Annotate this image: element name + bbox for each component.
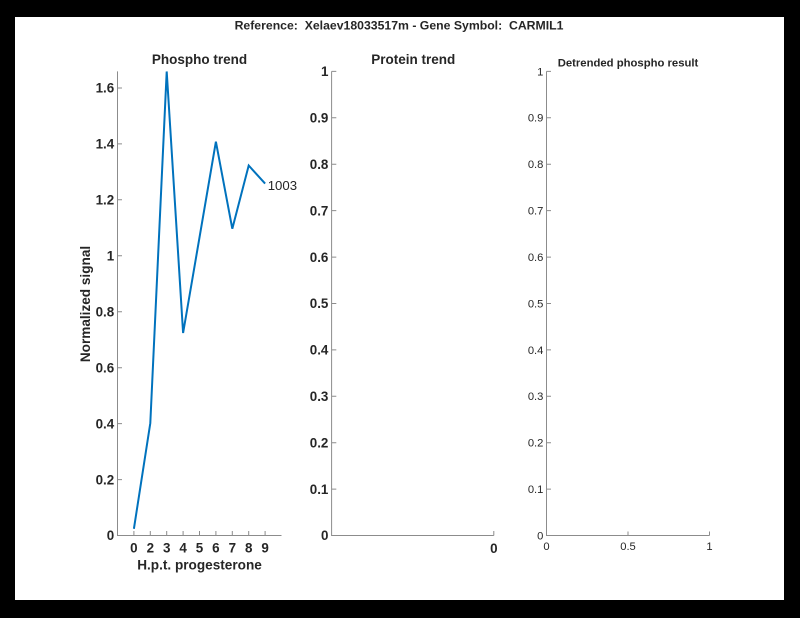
svg-text:0.4: 0.4 bbox=[528, 345, 544, 357]
svg-text:0.9: 0.9 bbox=[310, 111, 329, 126]
svg-text:0.8: 0.8 bbox=[96, 304, 115, 319]
svg-text:0.8: 0.8 bbox=[310, 157, 329, 172]
svg-text:1: 1 bbox=[537, 66, 543, 78]
svg-text:H.p.t. progesterone: H.p.t. progesterone bbox=[137, 558, 262, 573]
svg-text:0.1: 0.1 bbox=[528, 484, 544, 496]
svg-text:0.1: 0.1 bbox=[310, 482, 329, 497]
svg-text:4: 4 bbox=[179, 541, 187, 556]
svg-text:7: 7 bbox=[229, 541, 236, 556]
svg-text:1.2: 1.2 bbox=[96, 193, 115, 208]
svg-text:0: 0 bbox=[321, 528, 328, 543]
svg-text:0: 0 bbox=[130, 541, 137, 556]
svg-text:0.6: 0.6 bbox=[310, 250, 329, 265]
svg-text:8: 8 bbox=[245, 541, 253, 556]
svg-text:0.2: 0.2 bbox=[528, 438, 544, 450]
svg-text:0.7: 0.7 bbox=[310, 203, 329, 218]
svg-text:0.2: 0.2 bbox=[310, 435, 329, 450]
svg-text:9: 9 bbox=[261, 541, 268, 556]
svg-text:0: 0 bbox=[490, 541, 497, 556]
svg-text:Detrended phospho result: Detrended phospho result bbox=[558, 58, 699, 70]
svg-text:Phospho trend: Phospho trend bbox=[152, 52, 247, 67]
svg-text:1.6: 1.6 bbox=[96, 81, 115, 96]
svg-text:Normalized signal: Normalized signal bbox=[78, 246, 93, 362]
svg-text:0.5: 0.5 bbox=[310, 296, 329, 311]
svg-text:0.8: 0.8 bbox=[528, 159, 544, 171]
svg-text:5: 5 bbox=[196, 541, 204, 556]
svg-text:2: 2 bbox=[147, 541, 154, 556]
svg-text:1: 1 bbox=[107, 249, 115, 264]
svg-text:1003: 1003 bbox=[268, 178, 297, 193]
svg-text:0.6: 0.6 bbox=[96, 360, 115, 375]
svg-text:0.9: 0.9 bbox=[528, 113, 544, 125]
svg-text:1: 1 bbox=[321, 64, 329, 79]
svg-text:0.2: 0.2 bbox=[96, 472, 115, 487]
svg-text:Protein trend: Protein trend bbox=[371, 52, 455, 67]
svg-text:0.3: 0.3 bbox=[528, 391, 544, 403]
svg-text:0.5: 0.5 bbox=[528, 298, 544, 310]
svg-text:0.3: 0.3 bbox=[310, 389, 329, 404]
svg-text:0: 0 bbox=[107, 528, 114, 543]
svg-text:0.5: 0.5 bbox=[620, 541, 636, 553]
svg-text:6: 6 bbox=[212, 541, 219, 556]
svg-text:0.6: 0.6 bbox=[528, 252, 544, 264]
svg-text:0: 0 bbox=[543, 541, 549, 553]
svg-text:0.4: 0.4 bbox=[96, 416, 115, 431]
svg-text:Reference: Xelaev18033517m -: Reference: Xelaev18033517m - Gene Symbol… bbox=[235, 19, 564, 33]
svg-text:3: 3 bbox=[163, 541, 170, 556]
svg-text:0.4: 0.4 bbox=[310, 343, 329, 358]
svg-text:1.4: 1.4 bbox=[96, 137, 115, 152]
svg-text:1: 1 bbox=[706, 541, 712, 553]
svg-text:0.7: 0.7 bbox=[528, 206, 544, 218]
svg-text:0: 0 bbox=[537, 530, 543, 542]
